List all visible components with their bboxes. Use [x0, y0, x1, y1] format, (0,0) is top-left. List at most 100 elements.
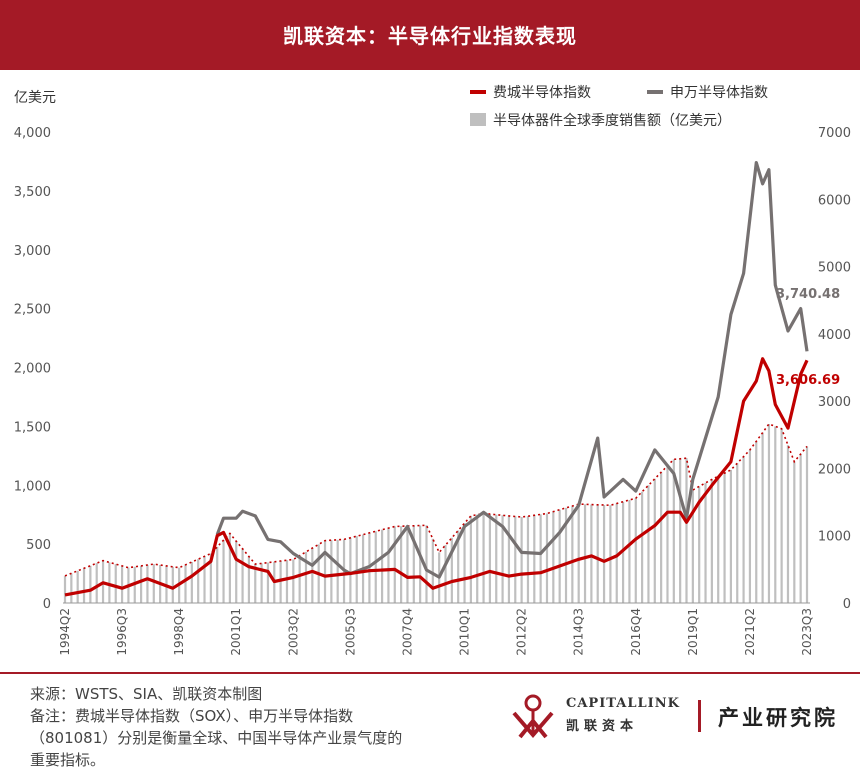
legend-sales-label: 半导体器件全球季度销售额（亿美元） [493, 112, 731, 129]
left-tick-label: 4,000 [14, 126, 51, 141]
left-axis-unit: 亿美元 [14, 90, 56, 106]
sales-bar [108, 562, 111, 603]
sales-bar [590, 504, 593, 603]
legend: 费城半导体指数 申万半导体指数 半导体器件全球季度销售额（亿美元） [470, 85, 768, 129]
title-banner: 凯联资本：半导体行业指数表现 [0, 0, 860, 70]
sales-bar [228, 533, 231, 603]
sales-bar [304, 551, 308, 603]
sales-bar [704, 482, 707, 603]
x-tick-label: 1994Q2 [58, 608, 72, 656]
sales-bar [672, 459, 675, 603]
sales-bar [70, 573, 73, 603]
sales-bar [780, 428, 783, 603]
sales-bar [666, 465, 669, 603]
sales-bar [285, 560, 289, 603]
right-tick-label: 3000 [818, 395, 851, 410]
sales-bar [292, 559, 295, 603]
sales-bar [514, 516, 517, 603]
sales-bar [266, 562, 270, 603]
x-tick-label: 2001Q1 [229, 608, 243, 656]
x-tick-label: 2014Q3 [572, 608, 586, 656]
sales-bar [120, 565, 124, 603]
semiconductor-index-chart: 05001,0001,5002,0002,5003,0003,5004,000 … [14, 85, 851, 656]
sales-bar [431, 538, 434, 603]
sales-bar [723, 473, 726, 603]
sales-bar [114, 564, 117, 603]
sales-bar [660, 472, 663, 603]
left-tick-label: 1,000 [14, 479, 51, 494]
sales-bar [406, 525, 409, 603]
x-tick-label: 2016Q4 [629, 608, 643, 656]
sales-bar [774, 426, 777, 604]
sales-bar [412, 525, 415, 603]
sales-bar [419, 525, 422, 603]
sales-bar [222, 540, 225, 603]
sales-bar [793, 461, 796, 603]
left-tick-label: 500 [26, 538, 51, 553]
sales-bar [203, 556, 206, 603]
sales-bar [641, 491, 644, 603]
sales-bar [241, 548, 244, 603]
sales-bar [209, 553, 212, 603]
research-institute-label: 产业研究院 [718, 705, 838, 730]
sales-bar [526, 516, 530, 603]
sales-bar [488, 514, 492, 603]
sales-bar [602, 505, 606, 603]
sales-bar [786, 445, 790, 603]
note-line-3: 重要指标。 [30, 751, 106, 769]
sales-bar [425, 525, 428, 603]
sales-bar [349, 537, 352, 603]
right-tick-label: 4000 [818, 328, 851, 343]
sales-bar [520, 517, 523, 603]
source-line: 来源：WSTS、SIA、凯联资本制图 [30, 685, 263, 703]
sales-bar [685, 458, 688, 603]
sox-index-line [64, 357, 809, 597]
sales-bar [805, 446, 809, 603]
sales-bar [634, 498, 637, 603]
sales-bar [755, 441, 758, 603]
sales-bar [146, 565, 149, 603]
right-tick-label: 5000 [818, 261, 851, 276]
sales-bar [558, 509, 561, 603]
sales-bar [596, 504, 599, 603]
left-axis-ticks: 0 500 1,000 1,500 2,000 2,500 3,000 3,500 4,000 [14, 126, 51, 612]
sales-bar [190, 562, 193, 603]
sales-bar [63, 575, 67, 603]
sales-bar [216, 546, 219, 603]
sales-bar [235, 541, 238, 603]
legend-sox-label: 费城半导体指数 [493, 85, 591, 101]
sales-bar [330, 540, 333, 603]
sales-bar [140, 565, 143, 603]
sales-bar [507, 515, 511, 603]
right-tick-label: 6000 [818, 193, 851, 208]
x-tick-label: 1998Q4 [172, 608, 186, 656]
sales-bar [628, 499, 631, 603]
sox-end-label: 3,606.69 [776, 373, 840, 388]
sales-bar [469, 515, 472, 603]
sales-bar [260, 563, 263, 603]
sales-bar [717, 476, 720, 603]
left-tick-label: 0 [43, 597, 51, 612]
sales-bar [380, 529, 384, 603]
sales-bar [501, 515, 504, 603]
sw-index-line [215, 160, 809, 579]
sales-bar [254, 564, 257, 603]
sales-bar [729, 469, 732, 603]
sales-bar [748, 449, 752, 603]
sales-bar [495, 514, 498, 603]
right-tick-label: 0 [843, 597, 851, 612]
sales-bar [400, 526, 403, 603]
right-axis-ticks: 0 1000 2000 3000 4000 5000 6000 7000 [818, 126, 851, 612]
sales-bar [444, 545, 447, 603]
sales-bar [564, 507, 568, 603]
sales-bar [736, 463, 739, 603]
sales-bar [767, 424, 771, 603]
sales-bar [152, 564, 155, 603]
sales-bar [374, 531, 377, 603]
logo-chinese-name: 凯联资本 [566, 719, 639, 734]
right-tick-label: 1000 [818, 530, 851, 545]
sales-bar [552, 511, 555, 603]
sales-bar [89, 565, 92, 603]
sales-bar [476, 514, 479, 603]
sales-bar [609, 505, 612, 603]
